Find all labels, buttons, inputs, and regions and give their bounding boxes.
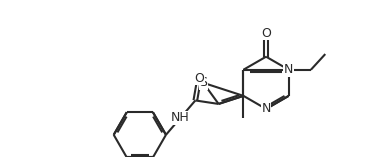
Text: O: O xyxy=(194,72,204,85)
Text: S: S xyxy=(199,76,207,89)
Text: N: N xyxy=(261,102,271,115)
Text: N: N xyxy=(284,63,293,76)
Text: NH: NH xyxy=(171,111,190,124)
Text: O: O xyxy=(261,27,271,40)
